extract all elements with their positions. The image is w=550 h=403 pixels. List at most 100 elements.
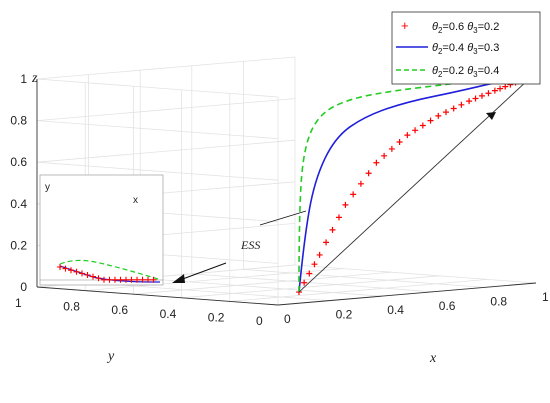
data-point — [365, 170, 372, 177]
data-point — [373, 159, 380, 166]
data-point — [357, 180, 364, 187]
data-point — [342, 201, 349, 208]
z-tick-label: 1 — [20, 72, 27, 86]
tick-labels: 0 0.2 0.4 0.6 0.8 1 0 0.2 0.4 0.6 0.8 1 0 0.2 0.4 0.6 0.… — [10, 72, 549, 328]
data-point — [388, 145, 395, 152]
inset-data-point — [79, 270, 85, 277]
legend-label-1: θ2=0.6 θ3=0.2 — [432, 21, 499, 35]
trajectory-arrowhead — [486, 112, 496, 120]
data-point — [497, 85, 504, 92]
inset-data-point — [112, 276, 118, 283]
legend-label-3: θ2=0.2 θ3=0.4 — [432, 65, 499, 79]
ess-arrow — [179, 262, 227, 281]
grid-line — [36, 56, 296, 80]
data-point — [485, 90, 492, 97]
z-axis-label: z — [31, 71, 38, 86]
inset-data-point — [123, 276, 129, 283]
data-point — [435, 112, 442, 119]
grid-line — [36, 139, 296, 163]
x-tick-label: 1 — [542, 290, 549, 304]
z-tick-label: 0.4 — [10, 197, 27, 211]
inset-panel: y x — [39, 174, 164, 286]
data-point — [381, 152, 388, 159]
legend-marker-1: + — [401, 18, 409, 33]
x-tick-label: 0.8 — [490, 294, 507, 308]
data-point — [412, 127, 419, 134]
data-point — [404, 132, 411, 139]
data-point — [427, 117, 434, 124]
inset-data-point — [101, 276, 107, 283]
grid-line — [36, 161, 279, 181]
data-point — [311, 261, 318, 268]
data-point — [329, 226, 336, 233]
grid-line — [229, 279, 488, 302]
inset-curves — [57, 259, 161, 283]
x-tick-label: 0.2 — [336, 308, 353, 322]
y-tick-label: 0.2 — [208, 310, 225, 324]
inset-x-label: x — [133, 195, 138, 206]
series-line — [298, 74, 534, 293]
inset-data-point — [62, 265, 69, 272]
data-point — [396, 139, 403, 146]
data-point — [306, 270, 313, 277]
inset-data-point — [106, 276, 113, 283]
inset-data-point — [139, 276, 146, 283]
data-point — [301, 279, 308, 286]
y-tick-label: 0 — [256, 314, 263, 328]
legend-item-2: θ2=0.4 θ3=0.3 — [396, 42, 499, 56]
inset-data-point — [90, 273, 96, 280]
y-tick-label: 1 — [15, 296, 22, 310]
data-point — [450, 105, 457, 112]
inset-data-point — [57, 264, 63, 270]
inset-data-point — [73, 268, 80, 275]
legend-item-3: θ2=0.2 θ3=0.4 — [396, 65, 499, 79]
z-tick-label: 0.6 — [10, 155, 27, 169]
grid-line — [191, 273, 433, 293]
x-axis-line — [277, 282, 537, 306]
data-point — [472, 95, 479, 102]
x-axis-label: x — [429, 351, 437, 366]
ess-arrowhead — [172, 274, 185, 283]
grid-line — [36, 120, 279, 139]
y-tick-label: 0.6 — [111, 303, 128, 317]
y-axis-label: y — [106, 349, 115, 364]
grid-line — [85, 268, 344, 291]
data-point — [350, 191, 357, 198]
inset-data-point — [128, 276, 135, 283]
ess-annotation: ESS — [240, 238, 260, 252]
inset-data-point — [84, 272, 91, 278]
z-tick-label: 0 — [20, 280, 27, 294]
data-point — [316, 251, 323, 258]
inset-data-point — [68, 267, 74, 274]
inset-y-label: y — [45, 182, 50, 193]
grid-line — [36, 78, 279, 98]
x-tick-label: 0.4 — [387, 303, 404, 317]
ess-leader-line — [259, 210, 307, 226]
inset-data-point — [95, 275, 102, 282]
data-point — [442, 109, 449, 116]
data-point — [458, 101, 465, 108]
data-point — [478, 92, 485, 99]
z-tick-label: 0.2 — [10, 238, 27, 252]
inset-data-point — [134, 276, 140, 283]
inset-data-point — [145, 276, 151, 283]
data-point — [323, 239, 330, 246]
legend: + θ2=0.6 θ3=0.2 θ2=0.4 θ3=0.3 θ2=0.2 θ3=… — [391, 11, 541, 85]
inset-data-point — [117, 276, 124, 283]
legend-label-2: θ2=0.4 θ3=0.3 — [432, 42, 499, 56]
z-tick-label: 0.8 — [10, 114, 27, 128]
x-tick-label: 0 — [284, 312, 291, 326]
data-point — [419, 122, 426, 129]
inset-series-line — [59, 259, 159, 280]
x-tick-label: 0.6 — [439, 299, 456, 313]
y-tick-label: 0.4 — [160, 307, 177, 321]
series-line — [298, 74, 534, 293]
data-curves — [295, 71, 537, 296]
grid-line — [294, 264, 537, 284]
data-point — [502, 83, 509, 90]
trajectory-line — [298, 74, 534, 293]
inset-data-point — [150, 276, 157, 283]
y-axis-line — [36, 286, 279, 306]
